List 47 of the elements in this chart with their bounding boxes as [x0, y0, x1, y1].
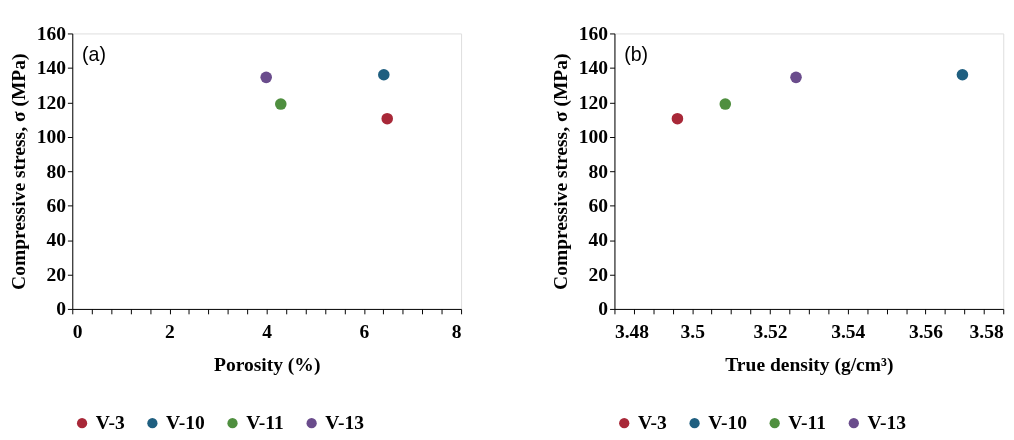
point — [381, 112, 393, 125]
x-tick-label: 0 — [72, 320, 83, 342]
y-tick-label: 0 — [598, 298, 609, 320]
x-tick-label: 3.52 — [753, 320, 788, 342]
x-tick-label: 3.48 — [614, 320, 650, 342]
point — [260, 71, 272, 84]
x-axis-title: Porosity (%) — [213, 353, 321, 376]
y-tick-label: 60 — [46, 194, 67, 216]
y-tick-label: 160 — [578, 22, 609, 44]
x-tick-label: 3.5 — [680, 320, 706, 342]
y-tick-label: 20 — [588, 263, 609, 285]
x-tick-label: 3.58 — [969, 320, 1004, 342]
legend-label: V-11 — [246, 412, 284, 434]
x-tick-label: 6 — [359, 320, 370, 342]
x-tick-label: 3.54 — [831, 320, 866, 342]
x-axis-title: True density (g/cm³) — [725, 353, 894, 376]
y-tick-label: 80 — [46, 160, 67, 182]
y-tick-label: 60 — [588, 194, 609, 216]
y-tick-label: 140 — [578, 57, 609, 79]
y-tick-label: 140 — [36, 57, 67, 79]
annotation: (a) — [82, 42, 106, 65]
x-tick-label: 3.56 — [908, 320, 944, 342]
legend-label: V-10 — [166, 412, 205, 434]
point — [378, 69, 390, 81]
y-tick-label: 120 — [578, 91, 609, 113]
point — [275, 98, 287, 110]
annotation: (b) — [624, 42, 649, 65]
y-tick-label: 20 — [46, 263, 67, 285]
legend-label: V-13 — [325, 412, 365, 434]
legend-label: V-13 — [867, 412, 907, 434]
y-tick-label: 40 — [46, 229, 67, 251]
legend-label: V-11 — [788, 412, 826, 434]
x-tick-label: 2 — [165, 320, 175, 342]
y-tick-label: 40 — [588, 229, 609, 251]
y-axis-title: Compressive stress, σ (MPa) — [550, 53, 573, 290]
y-tick-label: 100 — [36, 126, 67, 148]
y-tick-label: 0 — [56, 298, 67, 320]
x-tick-label: 4 — [262, 320, 273, 342]
y-tick-label: 100 — [578, 126, 609, 148]
x-tick-label: 8 — [451, 320, 462, 342]
legend-label: V-3 — [95, 412, 125, 434]
y-axis-title: Compressive stress, σ (MPa) — [7, 53, 30, 290]
y-tick-label: 120 — [36, 91, 67, 113]
legend-label: V-3 — [637, 412, 668, 434]
legend-label: V-10 — [708, 412, 748, 434]
y-tick-label: 80 — [588, 160, 609, 182]
y-tick-label: 160 — [36, 22, 67, 44]
